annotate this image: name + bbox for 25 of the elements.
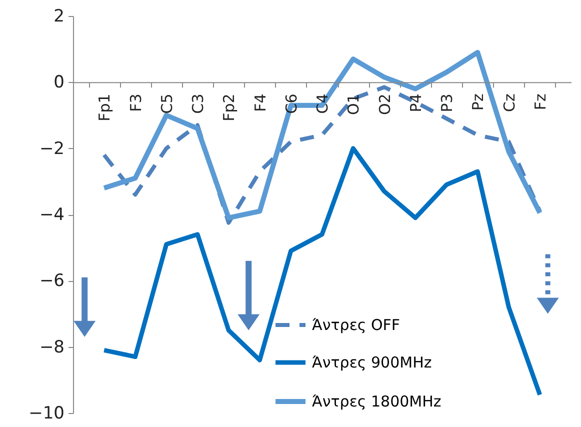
x-tick-label: Fz [531, 94, 550, 110]
x-tick-label: C5 [158, 94, 176, 114]
y-tick-label: −8 [39, 337, 64, 358]
x-tick-label: O2 [376, 94, 394, 116]
y-tick-label: 2 [54, 6, 64, 26]
y-tick-label: −6 [39, 271, 64, 292]
x-tick-label: Fp1 [96, 94, 114, 122]
x-tick-label: P4 [406, 94, 425, 112]
x-tick-label: F4 [251, 94, 270, 112]
x-tick-label: F3 [126, 94, 145, 112]
x-tick-label: C6 [282, 94, 300, 114]
legend-label: Άντρες OFF [312, 316, 400, 334]
y-tick-label: 0 [54, 72, 64, 93]
y-tick-label: −10 [28, 404, 64, 424]
legend-label: Άντρες 1800MHz [312, 392, 442, 410]
y-tick-label: −2 [39, 138, 64, 159]
x-tick-label: C3 [189, 94, 207, 114]
x-tick-label: Fp2 [220, 94, 238, 122]
x-tick-label: C4 [314, 94, 332, 114]
x-tick-label: Cz [500, 94, 518, 112]
x-tick-label: Pz [469, 94, 488, 111]
y-tick-label: −4 [39, 205, 64, 225]
legend-label: Άντρες 900MHz [312, 354, 432, 372]
x-tick-label: P3 [438, 94, 456, 112]
x-tick-label: O1 [344, 94, 363, 116]
